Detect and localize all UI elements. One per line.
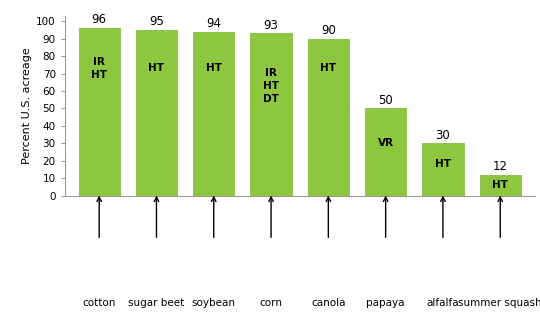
Text: 93: 93 <box>264 19 279 32</box>
Text: 50: 50 <box>378 94 393 107</box>
Text: 90: 90 <box>321 24 336 37</box>
Bar <box>422 143 463 196</box>
Text: HT: HT <box>435 160 451 169</box>
Bar <box>136 30 177 196</box>
Text: 12: 12 <box>492 160 508 173</box>
Text: soybean: soybean <box>192 298 236 308</box>
Text: sugar beet: sugar beet <box>129 298 185 308</box>
Text: corn: corn <box>260 298 282 308</box>
Text: alfalfa: alfalfa <box>427 298 459 308</box>
Text: HT: HT <box>148 63 165 73</box>
Text: 95: 95 <box>149 15 164 28</box>
Text: 94: 94 <box>206 17 221 30</box>
Bar <box>480 175 521 196</box>
Y-axis label: Percent U.S. acreage: Percent U.S. acreage <box>22 47 32 164</box>
Bar <box>78 28 120 196</box>
Text: 96: 96 <box>92 13 107 26</box>
Bar <box>365 108 406 196</box>
Bar <box>308 39 349 196</box>
Text: cotton: cotton <box>83 298 116 308</box>
Text: VR: VR <box>377 138 394 149</box>
Bar <box>251 33 292 196</box>
Text: IR
HT
DT: IR HT DT <box>263 68 279 104</box>
Text: HT: HT <box>206 63 222 73</box>
Text: 30: 30 <box>436 129 450 142</box>
Text: summer squash: summer squash <box>458 298 540 308</box>
Text: papaya: papaya <box>366 298 405 308</box>
Text: HT: HT <box>492 180 508 191</box>
Text: HT: HT <box>320 63 336 73</box>
Text: IR
HT: IR HT <box>91 57 107 80</box>
Bar <box>193 32 234 196</box>
Text: canola: canola <box>311 298 346 308</box>
